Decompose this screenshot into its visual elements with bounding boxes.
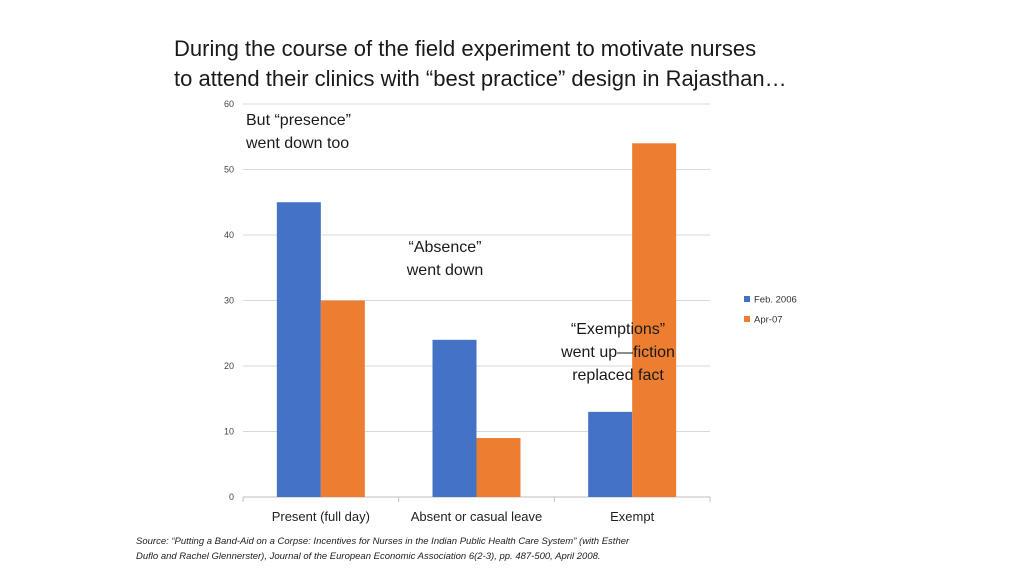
legend-swatch	[744, 316, 750, 322]
y-tick-label: 30	[224, 296, 234, 306]
legend-swatch	[744, 296, 750, 302]
source-citation: Source: “Putting a Band-Aid on a Corpse:…	[136, 534, 736, 564]
y-tick-label: 50	[224, 165, 234, 175]
bar-feb-2006	[588, 411, 633, 497]
x-category-label: Absent or casual leave	[411, 509, 543, 524]
annotation-exemptions-line-2: went up—fiction	[561, 344, 675, 361]
x-category-label: Exempt	[610, 509, 654, 524]
bar-apr-07	[632, 143, 677, 498]
bar-feb-2006	[276, 202, 321, 497]
annotation-presence-line-1: But “presence”	[246, 112, 351, 129]
title-line-1: During the course of the field experimen…	[174, 36, 757, 61]
y-tick-label: 0	[229, 492, 234, 502]
legend-label: Feb. 2006	[754, 295, 797, 306]
bar-feb-2006	[432, 339, 477, 497]
slide-title: During the course of the field experimen…	[174, 34, 894, 94]
annotation-exemptions: “Exemptions” went up—fiction replaced fa…	[540, 318, 696, 387]
title-line-2: to attend their clinics with “best pract…	[174, 66, 787, 91]
source-line-1: Source: “Putting a Band-Aid on a Corpse:…	[136, 536, 630, 547]
legend-label: Apr-07	[754, 315, 783, 326]
annotation-exemptions-line-1: “Exemptions”	[570, 321, 666, 338]
annotation-absence-line-2: went down	[406, 262, 484, 279]
y-tick-label: 20	[224, 361, 234, 371]
annotation-presence: But “presence” went down too	[246, 109, 351, 155]
bar-apr-07	[476, 438, 521, 497]
y-tick-label: 10	[224, 427, 234, 437]
annotation-presence-line-2: went down too	[246, 135, 350, 152]
annotation-exemptions-line-3: replaced fact	[572, 367, 664, 384]
x-category-label: Present (full day)	[272, 509, 370, 524]
annotation-absence: “Absence” went down	[385, 236, 505, 282]
annotation-absence-line-1: “Absence”	[408, 239, 482, 256]
y-tick-label: 60	[224, 99, 234, 109]
bar-apr-07	[320, 300, 365, 497]
y-tick-label: 40	[224, 230, 234, 240]
source-line-2: Duflo and Rachel Glennerster), Journal o…	[136, 551, 601, 562]
